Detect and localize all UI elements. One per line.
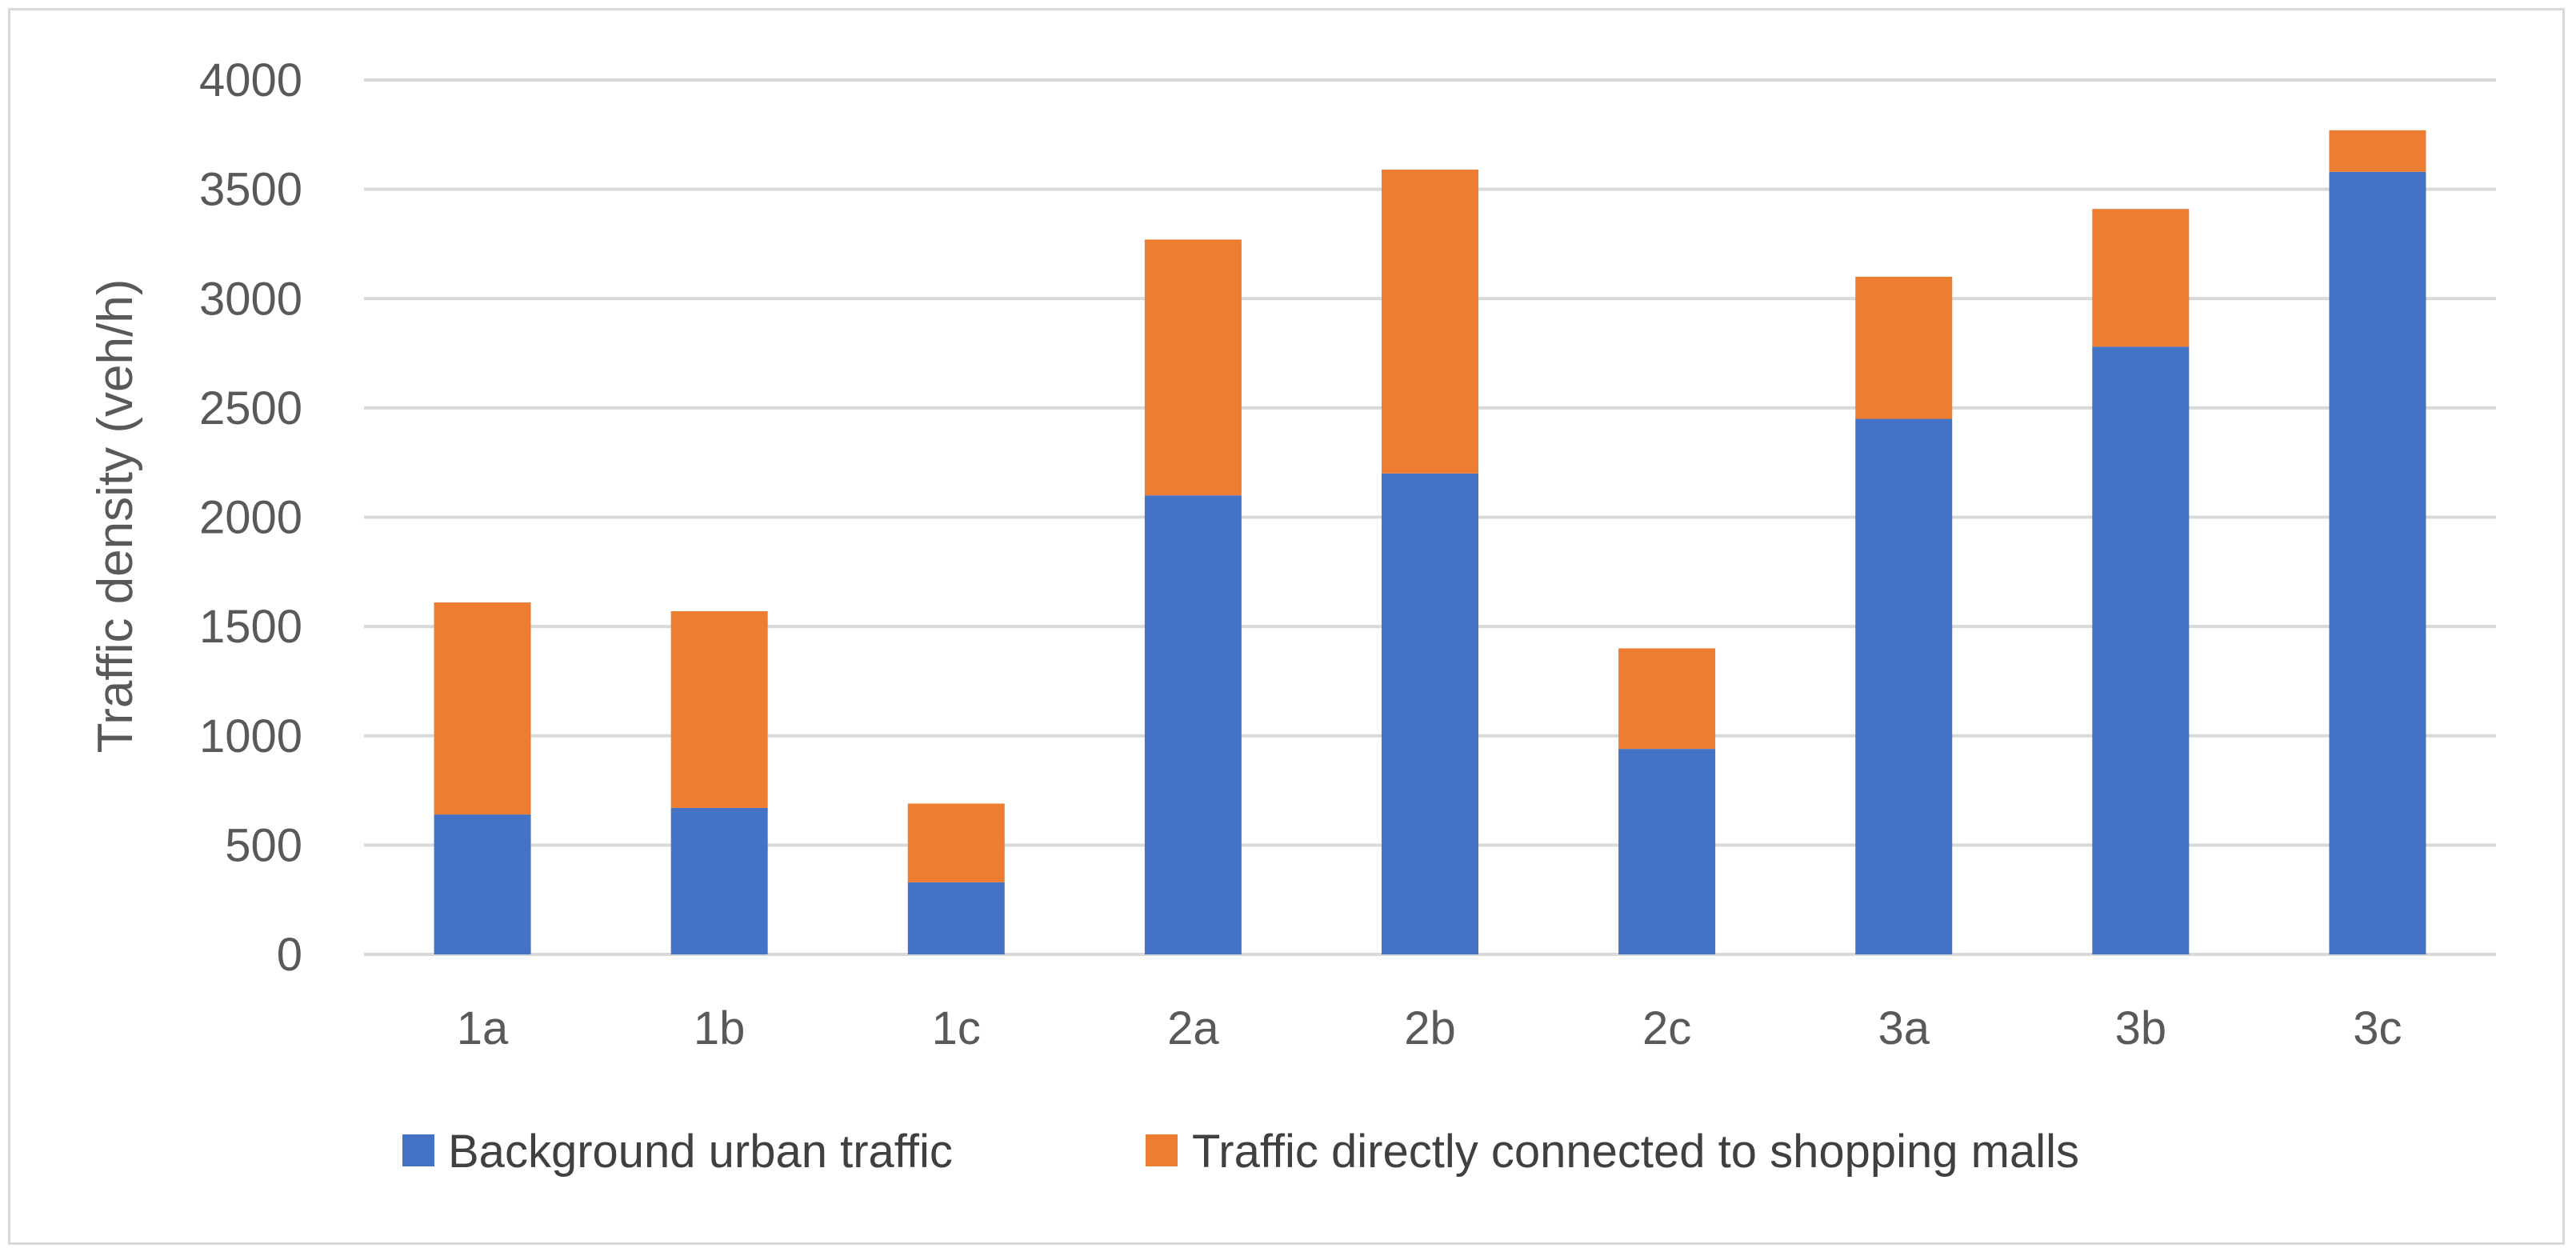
- legend-swatch-background: [402, 1134, 434, 1166]
- bar-1c-mall: [907, 803, 1005, 882]
- y-tick-label: 2500: [199, 382, 302, 434]
- bar-2a-background: [1144, 495, 1242, 954]
- x-axis: 1a 1b 1c 2a 2b 2c 3a 3b 3c: [457, 1002, 2402, 1054]
- y-axis-title: Traffic density (veh/h): [88, 279, 143, 754]
- x-tick-label: 2a: [1167, 1002, 1219, 1054]
- bar-2c-background: [1618, 749, 1716, 954]
- bar-3c-mall: [2329, 130, 2426, 172]
- bar-3a-background: [1855, 418, 1953, 954]
- bar-1a-mall: [434, 602, 531, 815]
- x-tick-label: 2b: [1404, 1002, 1456, 1054]
- x-tick-label: 2c: [1642, 1002, 1691, 1054]
- bar-3b-background: [2092, 346, 2190, 954]
- legend-label-mall: Traffic directly connected to shopping m…: [1192, 1126, 2079, 1178]
- bar-2b-background: [1382, 473, 1478, 954]
- bar-1c-background: [907, 882, 1005, 954]
- bar-2c-mall: [1618, 648, 1716, 750]
- legend: Background urban traffic Traffic directly…: [402, 1126, 2079, 1178]
- bar-2b-mall: [1382, 170, 1478, 474]
- y-tick-label: 3500: [199, 164, 302, 216]
- bar-3a-mall: [1855, 276, 1953, 419]
- y-tick-label: 0: [277, 929, 302, 981]
- x-tick-label: 3b: [2115, 1002, 2167, 1054]
- legend-label-background: Background urban traffic: [448, 1126, 953, 1178]
- x-tick-label: 1b: [694, 1002, 746, 1054]
- bars: [434, 130, 2426, 954]
- bar-3b-mall: [2092, 209, 2190, 347]
- y-tick-label: 500: [225, 819, 302, 871]
- bar-1b-mall: [670, 610, 768, 808]
- x-tick-label: 3c: [2353, 1002, 2402, 1054]
- x-tick-label: 1c: [932, 1002, 981, 1054]
- bar-3c-background: [2329, 171, 2426, 954]
- x-tick-label: 1a: [457, 1002, 509, 1054]
- bar-2a-mall: [1144, 239, 1242, 496]
- y-tick-label: 1500: [199, 601, 302, 653]
- y-tick-label: 1000: [199, 710, 302, 762]
- bar-1b-background: [670, 807, 768, 954]
- bar-1a-background: [434, 814, 531, 954]
- y-tick-label: 2000: [199, 492, 302, 544]
- y-tick-label: 3000: [199, 273, 302, 325]
- legend-swatch-mall: [1146, 1134, 1178, 1166]
- y-tick-label: 4000: [199, 54, 302, 106]
- y-axis: 0 500 1000 1500 2000 2500 3000 3500 4000: [199, 54, 302, 981]
- x-tick-label: 3a: [1878, 1002, 1930, 1054]
